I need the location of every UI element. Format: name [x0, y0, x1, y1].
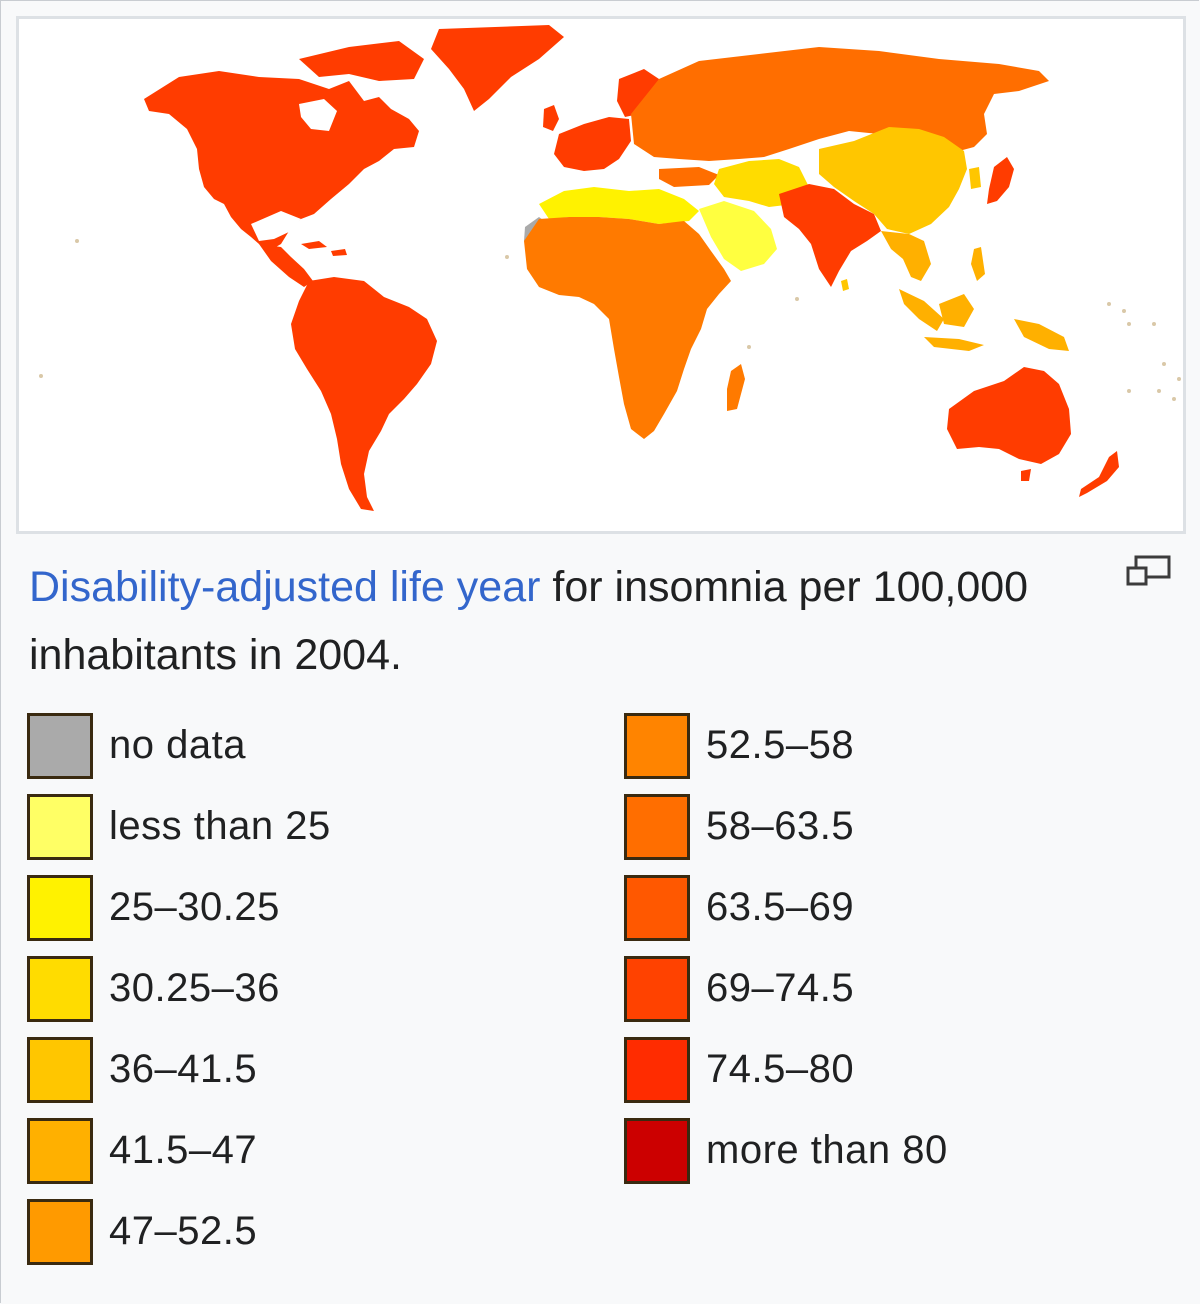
- legend-swatch: [27, 874, 93, 941]
- legend-item: 30.25–36: [27, 948, 331, 1029]
- region-scandinavia: [617, 69, 659, 117]
- legend-item: 58–63.5: [624, 786, 948, 867]
- dalys-link[interactable]: Disability-adjusted life year: [29, 563, 541, 611]
- region-north-africa: [539, 187, 699, 224]
- legend-item: 36–41.5: [27, 1029, 331, 1110]
- legend-label: 41.5–47: [109, 1128, 258, 1172]
- legend-label: 25–30.25: [109, 885, 280, 929]
- legend-label: less than 25: [109, 804, 331, 848]
- legend-label: 63.5–69: [706, 885, 855, 929]
- legend-item: 47–52.5: [27, 1191, 331, 1272]
- region-north-america: [144, 71, 419, 251]
- legend-swatch: [624, 955, 690, 1022]
- legend-label: 36–41.5: [109, 1047, 258, 1091]
- legend-item: 25–30.25: [27, 867, 331, 948]
- choropleth-map-svg: [39, 25, 1181, 511]
- region-australia: [947, 367, 1071, 464]
- legend-swatch: [27, 1198, 93, 1265]
- enlarge-icon[interactable]: [1125, 554, 1173, 586]
- region-southeast-asia: [881, 231, 931, 281]
- legend-swatch: [27, 793, 93, 860]
- legend-swatch: [27, 1117, 93, 1184]
- region-africa: [524, 217, 731, 439]
- legend-item: more than 80: [624, 1110, 948, 1191]
- region-russia: [631, 47, 1049, 161]
- legend-swatch: [624, 874, 690, 941]
- legend-label: 47–52.5: [109, 1209, 258, 1253]
- region-china: [819, 127, 967, 234]
- legend-item: 74.5–80: [624, 1029, 948, 1110]
- region-south-america: [291, 277, 437, 511]
- legend-item: 69–74.5: [624, 948, 948, 1029]
- legend-label: 58–63.5: [706, 804, 855, 848]
- legend-item: 52.5–58: [624, 705, 948, 786]
- legend-label: no data: [109, 723, 246, 767]
- region-central-america: [259, 244, 313, 287]
- region-new-zealand: [1079, 451, 1119, 497]
- legend-left-column: no data less than 25 25–30.25 30.25–36 3…: [27, 705, 331, 1272]
- legend-label: 74.5–80: [706, 1047, 855, 1091]
- legend-label: 69–74.5: [706, 966, 855, 1010]
- caption-text: for insomnia per 100,000 inhabitants in …: [29, 563, 1029, 679]
- region-arabia: [699, 201, 777, 271]
- legend-label: 52.5–58: [706, 723, 855, 767]
- legend-item: 63.5–69: [624, 867, 948, 948]
- region-western-europe: [554, 117, 631, 171]
- region-arctic-islands: [299, 41, 424, 81]
- region-japan: [987, 157, 1014, 204]
- legend-swatch: [27, 1036, 93, 1103]
- legend-swatch: [624, 1117, 690, 1184]
- world-map[interactable]: [16, 16, 1186, 534]
- region-greenland: [431, 25, 564, 111]
- legend-label: 30.25–36: [109, 966, 280, 1010]
- figure-caption: Disability-adjusted life year for insomn…: [29, 553, 1089, 689]
- legend-right-column: 52.5–58 58–63.5 63.5–69 69–74.5 74.5–80 …: [624, 705, 948, 1191]
- legend-item: 41.5–47: [27, 1110, 331, 1191]
- legend-item: less than 25: [27, 786, 331, 867]
- legend-item: no data: [27, 705, 331, 786]
- legend-swatch: [624, 793, 690, 860]
- legend-swatch: [27, 955, 93, 1022]
- legend-swatch: [27, 712, 93, 779]
- region-south-asia: [779, 184, 881, 287]
- legend-swatch: [624, 712, 690, 779]
- legend-swatch: [624, 1036, 690, 1103]
- legend-label: more than 80: [706, 1128, 948, 1172]
